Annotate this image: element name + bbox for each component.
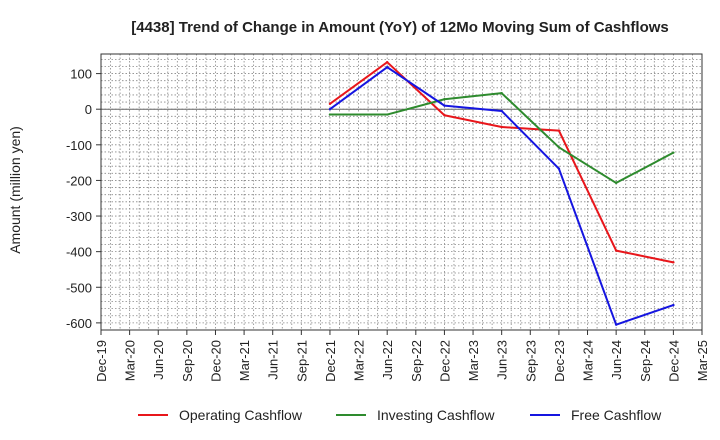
x-tick-label: Sep-22	[409, 340, 424, 382]
y-tick-label: -100	[66, 138, 92, 153]
data-point-operating-cashflow	[385, 60, 389, 64]
data-point-operating-cashflow	[443, 114, 446, 117]
data-point-operating-cashflow	[557, 129, 561, 132]
x-tick-label: Dec-24	[666, 340, 681, 382]
data-point-free-cashflow	[614, 323, 618, 326]
y-tick-label: 100	[70, 67, 92, 82]
chart-title: [4438] Trend of Change in Amount (YoY) o…	[131, 19, 669, 36]
series	[328, 60, 675, 326]
x-tick-label: Jun-21	[266, 340, 281, 380]
y-tick-label: -300	[66, 209, 92, 224]
plot-frame	[100, 53, 703, 331]
data-point-operating-cashflow	[500, 125, 503, 129]
data-point-free-cashflow	[328, 108, 332, 111]
data-point-investing-cashflow	[385, 113, 389, 116]
legend-label-operating-cashflow: Operating Cashflow	[179, 407, 303, 423]
data-point-free-cashflow	[557, 167, 561, 170]
data-point-operating-cashflow	[614, 249, 618, 252]
data-point-operating-cashflow	[328, 102, 332, 106]
x-tick-label: Dec-19	[94, 340, 109, 382]
legend: Operating Cashflow Investing Cashflow Free…	[138, 407, 662, 423]
x-tick-label: Jun-20	[151, 340, 166, 380]
x-tick-label: Sep-23	[523, 340, 538, 382]
legend-label-free-cashflow: Free Cashflow	[571, 407, 662, 423]
data-point-investing-cashflow	[443, 98, 446, 101]
x-tick-label: Mar-24	[581, 340, 596, 381]
data-point-investing-cashflow	[328, 113, 332, 116]
x-tick-label: Mar-22	[352, 340, 367, 381]
data-point-operating-cashflow	[672, 261, 675, 264]
x-tick-label: Dec-21	[323, 340, 338, 382]
x-tick-label: Sep-24	[638, 340, 653, 382]
data-point-free-cashflow	[500, 109, 503, 113]
y-tick-label: 0	[85, 102, 92, 117]
x-tick-label: Dec-23	[552, 340, 567, 382]
y-tick-label: -500	[66, 280, 92, 295]
x-tick-label: Mar-23	[466, 340, 481, 381]
data-point-free-cashflow	[443, 104, 446, 107]
data-point-investing-cashflow	[500, 91, 503, 95]
x-tick-label: Jun-22	[380, 340, 395, 380]
y-tick-label: -600	[66, 316, 92, 331]
x-tick-label: Sep-21	[294, 340, 309, 382]
grid	[101, 54, 702, 330]
x-tick-label: Jun-24	[609, 340, 624, 380]
x-tick-label: Jun-23	[495, 340, 510, 380]
legend-label-investing-cashflow: Investing Cashflow	[377, 407, 495, 423]
x-tick-label: Mar-25	[695, 340, 710, 381]
data-point-investing-cashflow	[672, 151, 675, 154]
y-tick-label: -200	[66, 173, 92, 188]
y-tick-label: -400	[66, 245, 92, 260]
x-tick-label: Dec-20	[208, 340, 223, 382]
data-point-free-cashflow	[385, 65, 389, 69]
x-tick-label: Mar-21	[237, 340, 252, 381]
data-point-investing-cashflow	[614, 181, 618, 185]
x-tick-label: Mar-20	[123, 340, 138, 381]
y-axis-label: Amount (million yen)	[7, 126, 23, 254]
x-tick-label: Sep-20	[180, 340, 195, 382]
data-point-investing-cashflow	[557, 146, 561, 149]
data-point-free-cashflow	[672, 303, 675, 307]
x-tick-label: Dec-22	[437, 340, 452, 382]
